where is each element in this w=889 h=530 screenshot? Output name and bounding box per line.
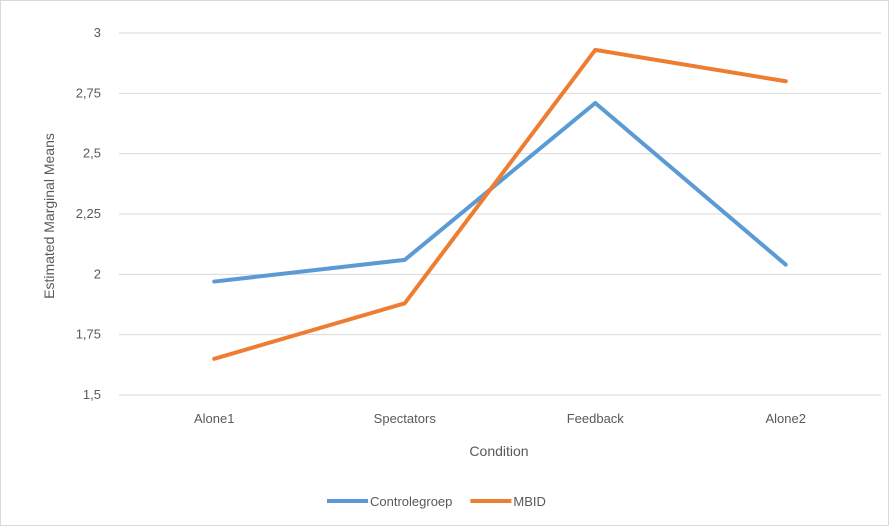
series-lines [212,47,788,361]
y-tick-label: 1,5 [83,387,101,402]
legend: Controlegroep MBID [327,494,546,509]
series-line-controlegroep [212,100,788,284]
y-tick-labels: 1,5 1,75 2 2,25 2,5 2,75 3 [76,25,101,402]
y-tick-label: 2,25 [76,206,101,221]
y-tick-label: 3 [94,25,101,40]
y-tick-label: 2,75 [76,85,101,100]
series-line-mbid [212,47,788,361]
y-axis-title: Estimated Marginal Means [41,133,57,299]
x-tick-label: Feedback [567,411,625,426]
legend-label: Controlegroep [370,494,452,509]
legend-item: Controlegroep [327,494,452,509]
x-tick-labels: Alone1 Spectators Feedback Alone2 [194,411,806,426]
y-tick-label: 1,75 [76,327,101,342]
legend-label: MBID [513,494,546,509]
x-tick-label: Alone1 [194,411,234,426]
y-tick-label: 2,5 [83,146,101,161]
x-axis-title: Condition [469,443,528,459]
gridlines [119,32,881,396]
y-tick-label: 2 [94,266,101,281]
x-tick-label: Spectators [374,411,437,426]
x-tick-label: Alone2 [766,411,806,426]
legend-item: MBID [470,494,546,509]
